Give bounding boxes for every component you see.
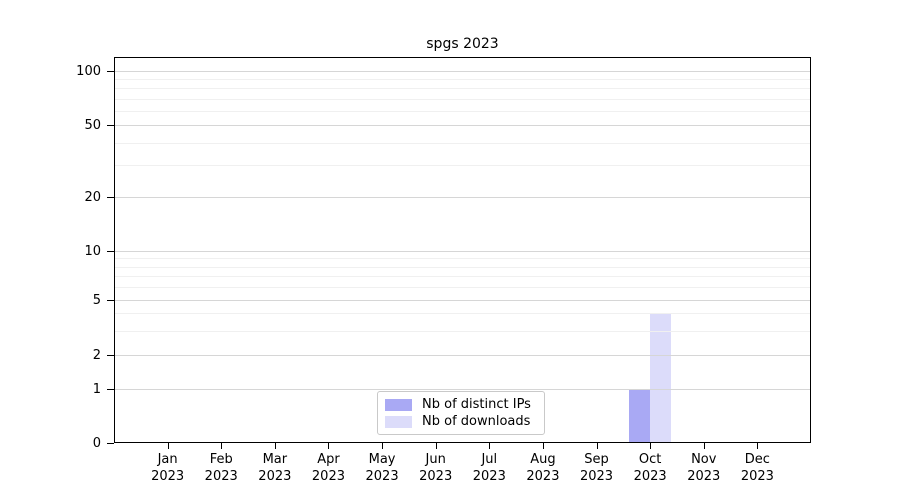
x-tick-label-dec: Dec 2023 [740, 452, 774, 484]
legend-label-downloads: Nb of downloads [422, 414, 531, 429]
minor-gridline [114, 313, 811, 315]
y-tick [107, 389, 114, 390]
major-gridline [114, 251, 811, 252]
y-tick [107, 355, 114, 356]
y-tick [107, 125, 114, 126]
x-tick [650, 443, 652, 449]
major-gridline [114, 71, 811, 72]
y-tick-label: 2 [92, 347, 101, 363]
minor-gridline [114, 79, 811, 81]
y-tick-label: 100 [76, 63, 101, 79]
bar-nb-of-distinct-ips-oct [629, 389, 651, 443]
plot-area [114, 57, 811, 443]
legend: Nb of distinct IPs Nb of downloads [377, 391, 545, 435]
y-tick-label: 5 [92, 292, 101, 308]
x-tick-label-nov: Nov 2023 [687, 452, 721, 484]
major-gridline [114, 125, 811, 126]
x-tick [542, 443, 544, 449]
y-tick [107, 71, 114, 72]
x-tick [382, 443, 384, 449]
y-tick [107, 443, 114, 444]
minor-gridline [114, 165, 811, 167]
x-tick [489, 443, 491, 449]
chart-title: spgs 2023 [426, 36, 499, 52]
x-tick [328, 443, 330, 449]
x-tick-label-feb: Feb 2023 [204, 452, 238, 484]
x-tick [435, 443, 437, 449]
x-tick-label-mar: Mar 2023 [258, 452, 292, 484]
y-tick-label: 10 [84, 243, 101, 259]
y-tick [107, 300, 114, 301]
x-tick-label-sep: Sep 2023 [579, 452, 614, 484]
minor-gridline [114, 287, 811, 289]
major-gridline [114, 197, 811, 198]
x-tick [167, 443, 169, 449]
x-tick-label-apr: Apr 2023 [311, 452, 345, 484]
major-gridline [114, 389, 811, 390]
bar-nb-of-downloads-oct [650, 313, 672, 443]
minor-gridline [114, 88, 811, 90]
x-tick-label-jul: Jul 2023 [472, 452, 506, 484]
minor-gridline [114, 330, 811, 332]
y-tick [107, 251, 114, 252]
minor-gridline [114, 276, 811, 278]
x-tick [221, 443, 223, 449]
y-tick [107, 197, 114, 198]
legend-swatch-distinct-ips [385, 398, 412, 411]
x-tick-label-aug: Aug 2023 [526, 452, 560, 484]
x-tick-label-oct: Oct 2023 [633, 452, 667, 484]
major-gridline [114, 355, 811, 356]
major-gridline [114, 300, 811, 301]
x-tick-label-jan: Jan 2023 [151, 452, 185, 484]
minor-gridline [114, 110, 811, 112]
x-tick [596, 443, 598, 449]
minor-gridline [114, 266, 811, 268]
x-tick [757, 443, 759, 449]
legend-entry-distinct-ips: Nb of distinct IPs [385, 397, 536, 412]
x-tick [274, 443, 276, 449]
minor-gridline [114, 98, 811, 100]
legend-entry-downloads: Nb of downloads [385, 414, 536, 429]
x-tick [703, 443, 705, 449]
y-tick-label: 1 [92, 381, 101, 397]
legend-label-distinct-ips: Nb of distinct IPs [422, 397, 531, 412]
y-tick-label: 50 [84, 117, 101, 133]
x-tick-label-may: May 2023 [365, 452, 399, 484]
y-tick-label: 0 [92, 435, 101, 451]
minor-gridline [114, 258, 811, 260]
y-tick-label: 20 [84, 189, 101, 205]
x-tick-label-jun: Jun 2023 [419, 452, 453, 484]
minor-gridline [114, 142, 811, 144]
legend-swatch-downloads [385, 415, 412, 428]
